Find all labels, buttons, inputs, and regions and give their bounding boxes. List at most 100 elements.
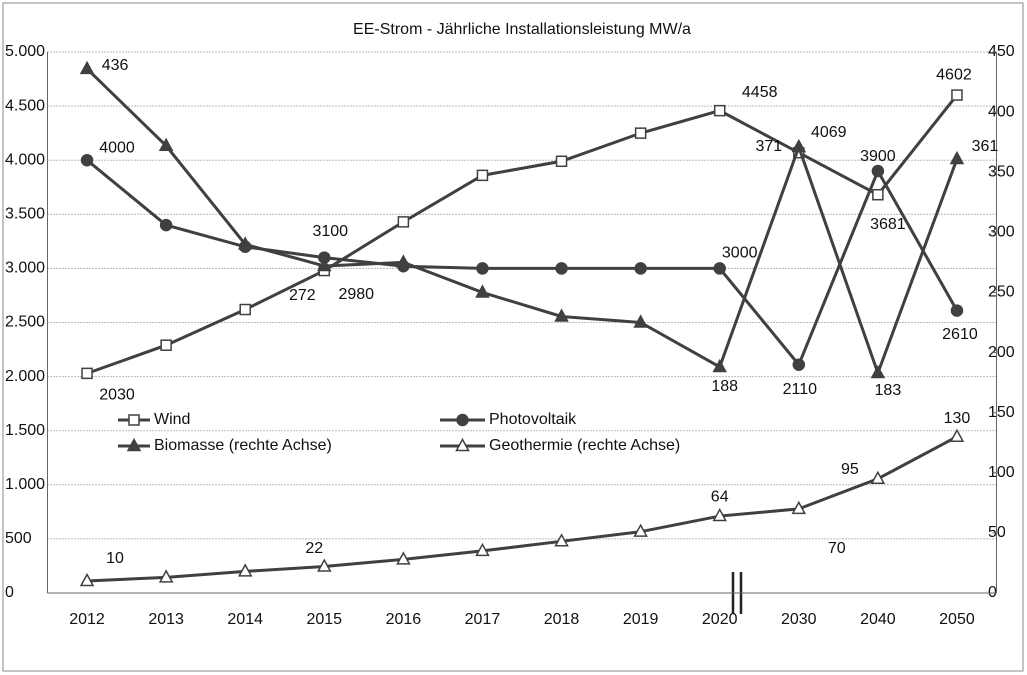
- y-tick-label: 500: [5, 530, 32, 547]
- data-point: [554, 533, 569, 547]
- data-label: 183: [875, 382, 902, 399]
- y2-tick-label: 150: [988, 404, 1015, 421]
- data-label: 4602: [936, 66, 972, 83]
- x-tick-label: 2030: [781, 611, 817, 628]
- data-label: 188: [711, 378, 738, 395]
- data-point: [712, 507, 727, 522]
- data-label: 2030: [99, 387, 135, 404]
- data-point: [396, 254, 411, 268]
- data-label: 4458: [742, 84, 778, 101]
- data-point: [870, 470, 886, 485]
- data-point: [871, 164, 885, 178]
- y-tick-label: 0: [5, 584, 14, 601]
- data-point: [475, 284, 490, 298]
- data-label: 130: [944, 410, 971, 427]
- x-tick-label: 2018: [544, 611, 580, 628]
- data-point: [634, 262, 647, 275]
- data-label: 2610: [942, 326, 978, 343]
- data-point: [713, 262, 726, 275]
- data-label: 371: [755, 138, 782, 155]
- series-line: [86, 159, 959, 368]
- x-tick-label: 2013: [148, 611, 184, 628]
- series-line: [85, 67, 959, 378]
- legend-marker: [455, 437, 470, 452]
- x-tick-label: 2040: [860, 611, 896, 628]
- data-point: [475, 542, 490, 557]
- y2-tick-label: 250: [988, 284, 1015, 301]
- data-label: 4000: [99, 139, 135, 156]
- legend-marker: [126, 437, 142, 452]
- legend-label: Photovoltaik: [489, 411, 577, 428]
- x-tick-label: 2019: [623, 611, 659, 628]
- x-tick-label: 2015: [306, 611, 342, 628]
- data-point: [791, 500, 807, 515]
- x-tick-label: 2016: [386, 611, 422, 628]
- data-point: [633, 523, 648, 537]
- series-line: [86, 94, 959, 375]
- y-tick-label: 3.500: [5, 206, 45, 223]
- y2-tick-label: 100: [988, 464, 1015, 481]
- data-label: 3000: [722, 245, 758, 262]
- data-point: [158, 569, 174, 583]
- x-tick-label: 2050: [939, 611, 975, 628]
- y-tick-label: 4.000: [5, 151, 45, 168]
- data-point: [791, 138, 807, 153]
- data-point: [870, 364, 886, 379]
- data-point: [158, 137, 174, 152]
- y-tick-label: 2.500: [5, 314, 45, 331]
- data-point: [317, 558, 332, 572]
- data-point: [237, 563, 253, 577]
- data-label: 22: [305, 540, 323, 557]
- legend-marker: [128, 414, 140, 426]
- data-point: [792, 358, 806, 371]
- data-label: 2110: [783, 381, 818, 398]
- data-point: [476, 169, 489, 182]
- data-label: 64: [711, 488, 729, 505]
- y2-tick-label: 400: [988, 103, 1015, 120]
- y-tick-label: 2.000: [5, 368, 45, 385]
- data-point: [634, 127, 647, 139]
- data-point: [555, 155, 568, 168]
- y-tick-label: 4.500: [5, 97, 45, 114]
- x-tick-label: 2020: [702, 611, 738, 628]
- data-label: 436: [102, 57, 129, 74]
- y2-tick-label: 300: [988, 224, 1015, 241]
- data-point: [396, 551, 411, 565]
- data-point: [239, 303, 251, 316]
- series-line: [86, 435, 958, 583]
- legend-label: Wind: [154, 411, 190, 428]
- data-point: [949, 428, 965, 442]
- data-point: [79, 60, 95, 75]
- data-point: [633, 314, 648, 328]
- data-label: 2980: [338, 286, 374, 303]
- data-point: [159, 218, 173, 232]
- data-label: 361: [972, 138, 999, 155]
- y2-tick-label: 450: [988, 43, 1015, 60]
- data-point: [160, 339, 172, 351]
- data-point: [872, 188, 884, 201]
- data-point: [317, 257, 332, 272]
- y2-tick-label: 200: [988, 344, 1015, 361]
- legend-label: Biomasse (rechte Achse): [154, 437, 332, 454]
- data-label: 3681: [870, 216, 906, 233]
- y-tick-label: 1.000: [5, 476, 45, 493]
- data-point: [80, 153, 94, 167]
- data-label: 3100: [312, 223, 348, 240]
- data-label: 4069: [811, 124, 847, 141]
- x-tick-label: 2012: [69, 611, 105, 628]
- chart-title: EE-Strom - Jährliche Installationsleistu…: [353, 21, 691, 38]
- data-point: [397, 216, 410, 228]
- data-point: [237, 236, 253, 250]
- data-point: [949, 150, 965, 165]
- data-point: [951, 89, 963, 101]
- data-point: [555, 262, 568, 275]
- data-label: 70: [828, 540, 846, 557]
- data-label: 95: [841, 461, 859, 478]
- y-tick-label: 5.000: [5, 43, 45, 60]
- legend-label: Geothermie (rechte Achse): [489, 437, 680, 454]
- y2-tick-label: 350: [988, 163, 1015, 180]
- data-point: [712, 358, 727, 373]
- data-label: 3900: [860, 148, 896, 165]
- x-tick-label: 2014: [227, 611, 263, 628]
